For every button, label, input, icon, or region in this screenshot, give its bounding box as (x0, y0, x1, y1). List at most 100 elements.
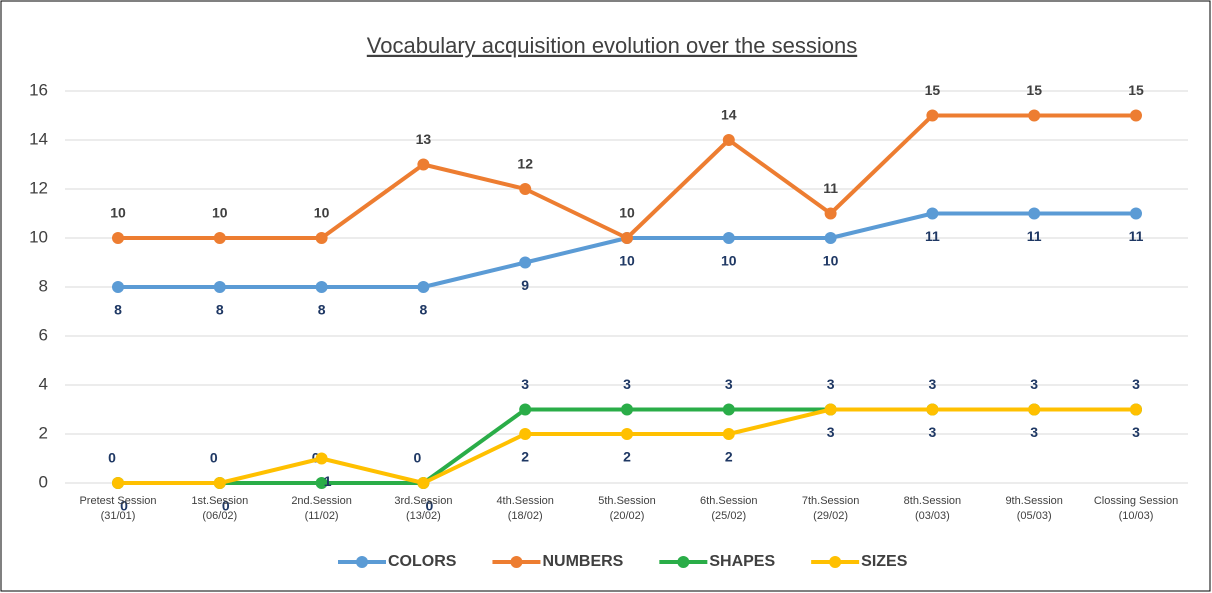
legend-marker (677, 556, 690, 568)
data-label: 0 (222, 498, 230, 514)
data-point (315, 477, 328, 489)
data-label: 10 (110, 205, 126, 221)
legend-label: SIZES (861, 553, 908, 570)
data-point (112, 477, 124, 489)
data-point (621, 403, 633, 416)
legend-item: SHAPES (659, 553, 775, 570)
data-label: 10 (721, 253, 737, 269)
data-label: 15 (925, 82, 941, 98)
data-label: 3 (929, 376, 937, 392)
x-tick-label: 8th.Session (03/03) (903, 495, 962, 522)
data-point (417, 158, 430, 171)
data-label: 8 (420, 302, 428, 318)
data-point (824, 403, 837, 416)
data-point (213, 281, 226, 293)
y-tick-label: 16 (29, 80, 48, 99)
data-point (722, 428, 735, 440)
x-tick-label: 4th.Session (18/02) (496, 495, 554, 522)
data-label: 15 (1128, 82, 1144, 98)
data-point (519, 256, 532, 269)
data-point (519, 403, 532, 416)
y-tick-label: 4 (39, 374, 48, 393)
data-label: 1 (324, 473, 332, 489)
data-label: 8 (318, 302, 326, 318)
data-point (1028, 207, 1041, 220)
data-label: 2 (725, 449, 733, 465)
data-point (824, 232, 837, 244)
legend-marker (510, 556, 523, 568)
data-label: 0 (120, 498, 128, 514)
data-label: 3 (521, 376, 529, 392)
y-tick-label: 8 (39, 276, 48, 295)
data-point (112, 232, 124, 244)
data-point (824, 207, 837, 220)
legend-marker (829, 556, 842, 568)
data-label: 13 (416, 131, 432, 147)
data-label: 8 (114, 302, 122, 318)
data-label: 9 (521, 277, 529, 293)
data-point (722, 232, 735, 244)
legend-marker (356, 556, 368, 568)
x-tick-label: Pretest Session (31/01) (79, 495, 157, 522)
data-point (213, 232, 226, 244)
data-label: 8 (216, 302, 224, 318)
legend-label: NUMBERS (542, 553, 623, 570)
data-point (315, 281, 328, 293)
data-label: 0 (426, 498, 434, 514)
x-tick-label: 9th.Session (05/03) (1005, 495, 1063, 522)
data-label: 3 (1132, 376, 1140, 392)
data-label: 2 (623, 449, 631, 465)
y-tick-label: 10 (29, 227, 48, 246)
data-label: 3 (1132, 424, 1140, 440)
data-label: 10 (212, 205, 228, 221)
data-label: 3 (1030, 376, 1038, 392)
data-label: 11 (1129, 228, 1144, 244)
y-tick-label: 6 (39, 325, 48, 344)
y-tick-label: 12 (29, 178, 48, 197)
data-label: 2 (521, 449, 529, 465)
data-label: 3 (725, 376, 733, 392)
data-label: 3 (929, 424, 937, 440)
data-point (519, 428, 532, 440)
x-tick-label: 1st.Session (06/02) (191, 495, 249, 522)
data-point (315, 452, 328, 465)
data-label: 11 (1027, 228, 1042, 244)
x-tick-label: 5th.Session (20/02) (598, 495, 656, 522)
data-label: 0 (108, 450, 116, 466)
data-point (1028, 403, 1041, 416)
data-point (315, 232, 328, 244)
y-tick-label: 0 (39, 472, 48, 491)
data-label: 14 (721, 107, 737, 123)
data-label: 15 (1026, 82, 1042, 98)
data-point (1028, 109, 1041, 122)
data-point (722, 403, 735, 416)
x-tick-label: 6th.Session (25/02) (700, 495, 758, 522)
legend-item: SIZES (811, 553, 908, 570)
data-label: 10 (619, 205, 635, 221)
data-point (417, 477, 430, 489)
y-tick-label: 2 (39, 423, 48, 442)
data-label: 3 (1030, 424, 1038, 440)
data-point (213, 477, 226, 489)
y-tick-label: 14 (29, 129, 48, 148)
data-label: 3 (827, 424, 835, 440)
data-point (926, 109, 939, 122)
data-label: 11 (925, 228, 940, 244)
legend-item: NUMBERS (492, 553, 624, 570)
data-point (926, 403, 939, 416)
data-point (112, 281, 124, 293)
data-label: 0 (414, 450, 422, 466)
x-tick-label: 3rd.Session (13/02) (394, 495, 453, 522)
data-label: 0 (210, 450, 218, 466)
data-label: 12 (517, 156, 533, 172)
x-tick-label: 2nd.Session (11/02) (291, 495, 352, 522)
data-point (417, 281, 430, 293)
chart-title: Vocabulary acquisition evolution over th… (367, 33, 857, 58)
data-label: 3 (623, 376, 631, 392)
legend-label: SHAPES (709, 553, 775, 570)
data-label: 11 (823, 180, 838, 196)
data-label: 10 (823, 253, 839, 269)
